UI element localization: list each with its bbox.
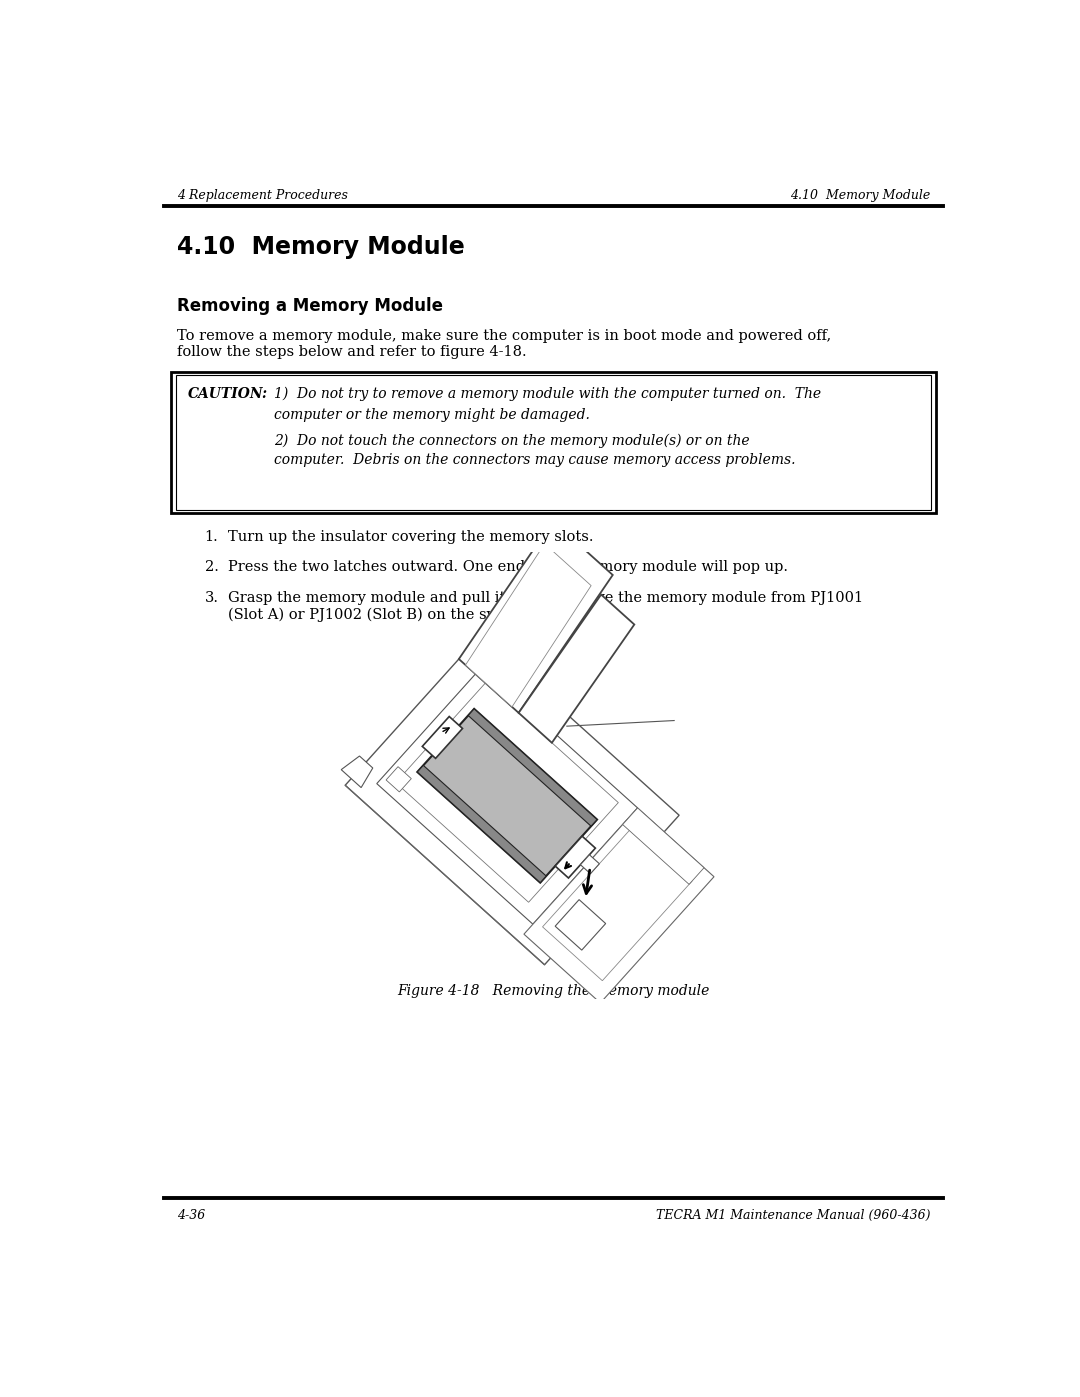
Polygon shape	[555, 900, 606, 950]
Text: 1)  Do not try to remove a memory module with the computer turned on.  The: 1) Do not try to remove a memory module …	[274, 387, 822, 401]
Text: To remove a memory module, make sure the computer is in boot mode and powered of: To remove a memory module, make sure the…	[177, 330, 832, 344]
Polygon shape	[422, 717, 462, 759]
Polygon shape	[377, 668, 637, 925]
Text: Turn up the insulator covering the memory slots.: Turn up the insulator covering the memor…	[228, 529, 594, 543]
Polygon shape	[518, 595, 634, 743]
Text: computer or the memory might be damaged.: computer or the memory might be damaged.	[274, 408, 591, 422]
Text: 4.10  Memory Module: 4.10 Memory Module	[789, 189, 930, 203]
Polygon shape	[417, 766, 546, 883]
Text: 2.: 2.	[205, 560, 218, 574]
Text: CAUTION:: CAUTION:	[188, 387, 268, 401]
Polygon shape	[623, 807, 704, 884]
Polygon shape	[555, 837, 595, 879]
Polygon shape	[395, 683, 619, 902]
Text: Removing a Memory Module: Removing a Memory Module	[177, 298, 443, 314]
Text: Grasp the memory module and pull it out to remove the memory module from PJ1001: Grasp the memory module and pull it out …	[228, 591, 863, 605]
Text: 2)  Do not touch the connectors on the memory module(s) or on the: 2) Do not touch the connectors on the me…	[274, 433, 751, 447]
Text: (Slot A) or PJ1002 (Slot B) on the system board.: (Slot A) or PJ1002 (Slot B) on the syste…	[228, 608, 583, 623]
Text: computer.  Debris on the connectors may cause memory access problems.: computer. Debris on the connectors may c…	[274, 453, 796, 468]
Polygon shape	[580, 855, 599, 873]
Polygon shape	[465, 543, 591, 707]
Text: Press the two latches outward. One end of the memory module will pop up.: Press the two latches outward. One end o…	[228, 560, 788, 574]
Polygon shape	[542, 827, 692, 981]
Text: TECRA M1 Maintenance Manual (960-436): TECRA M1 Maintenance Manual (960-436)	[656, 1208, 930, 1222]
Polygon shape	[459, 521, 612, 712]
Polygon shape	[341, 756, 373, 788]
Text: 3.: 3.	[205, 591, 219, 605]
Text: Figure 4-18   Removing the Memory module: Figure 4-18 Removing the Memory module	[397, 983, 710, 997]
FancyBboxPatch shape	[172, 373, 935, 513]
Polygon shape	[386, 767, 411, 792]
Text: follow the steps below and refer to figure 4-18.: follow the steps below and refer to figu…	[177, 345, 526, 359]
Text: 4 Replacement Procedures: 4 Replacement Procedures	[177, 189, 348, 203]
Polygon shape	[417, 708, 597, 883]
Polygon shape	[468, 708, 597, 826]
Text: 4.10  Memory Module: 4.10 Memory Module	[177, 236, 464, 260]
Polygon shape	[346, 636, 679, 965]
Text: 1.: 1.	[205, 529, 218, 543]
Text: 4-36: 4-36	[177, 1208, 205, 1222]
Polygon shape	[524, 807, 714, 1003]
